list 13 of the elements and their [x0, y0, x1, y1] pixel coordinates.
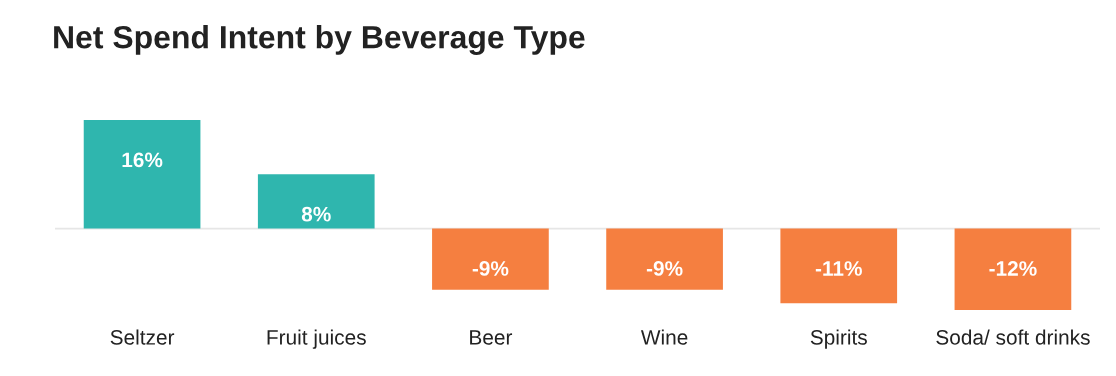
data-label: -9% [646, 261, 683, 276]
data-label: -12% [989, 261, 1037, 276]
x-tick-label: Seltzer [110, 329, 175, 345]
x-tick-label: Beer [470, 330, 513, 345]
data-label: -11% [815, 261, 862, 276]
x-tick-label: Wine [640, 329, 688, 345]
x-tick-label: Fruit juices [267, 329, 366, 349]
data-label: 16% [122, 152, 163, 168]
x-tick-label: Spirits [810, 329, 867, 349]
data-label: 8% [301, 206, 331, 222]
x-tick-label: Soda/ soft drinks [936, 329, 1090, 345]
data-label: -9% [472, 261, 509, 276]
chart-title: Net Spend Intent by Beverage Type [54, 25, 585, 55]
